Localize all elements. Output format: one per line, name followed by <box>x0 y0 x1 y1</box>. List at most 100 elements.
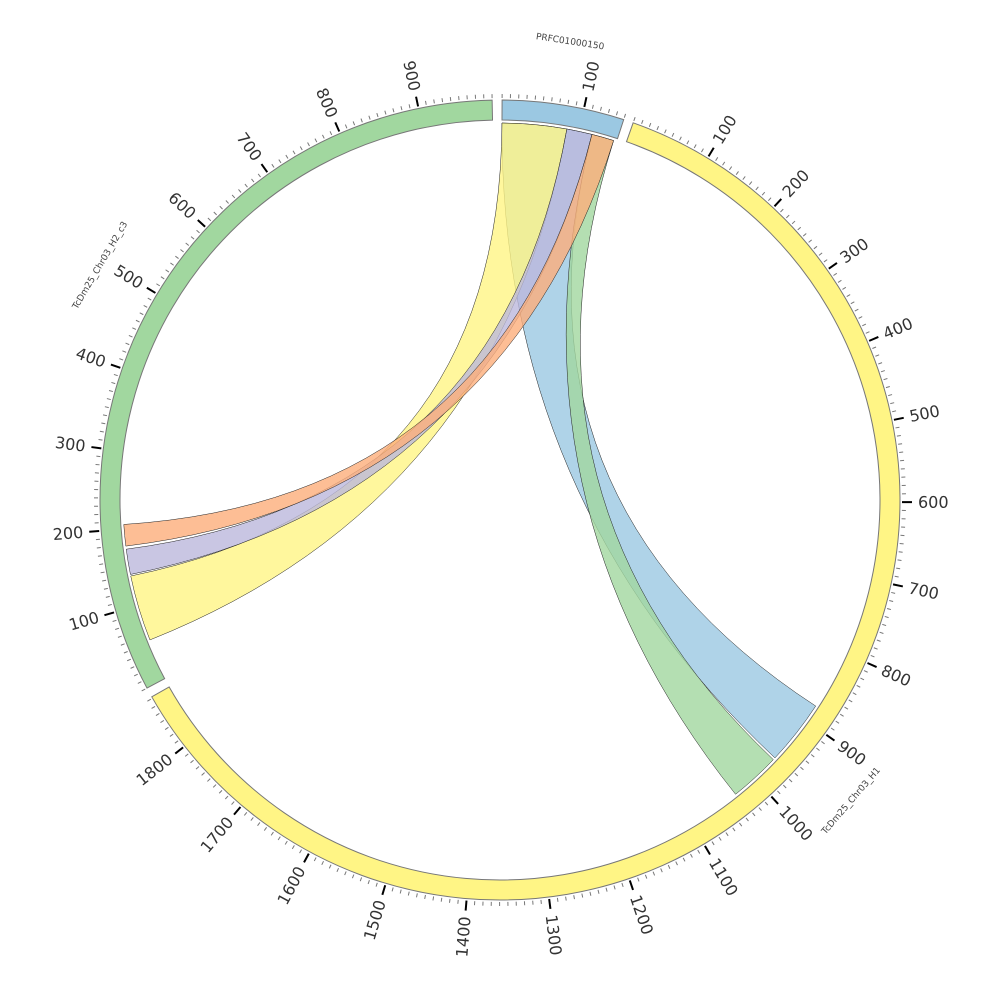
minor-tick <box>667 864 671 869</box>
minor-tick <box>257 173 261 178</box>
minor-tick <box>701 148 704 153</box>
minor-tick <box>648 122 652 127</box>
minor-tick <box>440 897 443 902</box>
minor-tick <box>837 279 842 283</box>
minor-tick <box>844 706 849 710</box>
segment-TcDm25_Chr03_H2_c3[interactable] <box>99 99 494 689</box>
minor-tick <box>873 647 878 650</box>
minor-tick <box>391 887 394 892</box>
minor-tick <box>359 877 363 882</box>
major-tick <box>892 583 904 588</box>
major-tick <box>770 795 779 805</box>
link-ribbon-4[interactable] <box>123 134 614 547</box>
minor-tick <box>213 211 217 216</box>
minor-tick <box>742 176 746 180</box>
minor-tick <box>207 217 212 222</box>
minor-tick <box>896 567 901 570</box>
minor-tick <box>344 124 348 129</box>
minor-tick <box>231 194 236 199</box>
minor-tick <box>111 381 116 385</box>
minor-tick <box>133 673 138 677</box>
minor-tick <box>615 111 619 116</box>
minor-tick <box>816 747 820 751</box>
minor-tick <box>126 658 132 662</box>
minor-tick <box>862 323 867 327</box>
minor-tick <box>830 727 835 731</box>
minor-tick <box>190 236 195 240</box>
segment-TcDm25_Chr03_H1[interactable] <box>151 122 901 901</box>
minor-tick <box>858 316 863 319</box>
minor-tick <box>739 822 743 827</box>
major-tick <box>303 853 310 863</box>
minor-tick <box>679 136 682 141</box>
major-tick <box>868 336 879 342</box>
minor-tick <box>891 591 896 594</box>
major-tick <box>381 884 387 896</box>
major-tick <box>197 219 206 228</box>
minor-tick <box>786 214 790 219</box>
segment-PRFC01000150[interactable] <box>501 99 625 140</box>
tick-label: 600 <box>165 188 200 223</box>
minor-tick <box>777 790 781 795</box>
tick-label: 1100 <box>705 855 742 900</box>
minor-tick <box>169 733 174 737</box>
minor-tick <box>433 99 435 104</box>
minor-tick <box>123 651 128 654</box>
minor-tick <box>375 882 378 887</box>
tick-label: 200 <box>778 166 813 201</box>
minor-tick <box>270 831 274 836</box>
minor-tick <box>185 242 190 246</box>
minor-tick <box>299 146 303 151</box>
minor-tick <box>184 753 189 757</box>
minor-tick <box>745 817 749 822</box>
minor-tick <box>106 398 111 401</box>
minor-tick <box>660 868 663 873</box>
minor-tick <box>151 705 156 709</box>
tick-label: 700 <box>233 129 266 165</box>
minor-tick <box>758 807 762 811</box>
minor-tick <box>156 283 161 287</box>
major-tick <box>174 746 184 755</box>
minor-tick <box>565 896 567 901</box>
minor-tick <box>671 132 675 137</box>
minor-tick <box>104 406 109 409</box>
segment-name-label: TcDm25_Chr03_H1 <box>820 766 883 838</box>
major-tick <box>89 530 100 533</box>
tick-label: 300 <box>54 433 87 456</box>
minor-tick <box>218 790 223 794</box>
minor-tick <box>860 677 865 681</box>
minor-tick <box>113 373 118 377</box>
minor-tick <box>432 896 435 901</box>
minor-tick <box>761 191 766 196</box>
minor-tick <box>872 346 877 349</box>
minor-tick <box>336 867 340 873</box>
major-tick <box>91 446 102 450</box>
minor-tick <box>174 740 179 744</box>
minor-tick <box>278 159 282 164</box>
minor-tick <box>839 713 844 717</box>
tick-label: 1500 <box>360 898 390 942</box>
minor-tick <box>835 720 840 724</box>
minor-tick <box>623 113 627 118</box>
minor-tick <box>407 891 410 896</box>
minor-tick <box>160 276 165 280</box>
minor-tick <box>143 304 148 308</box>
minor-tick <box>575 101 578 106</box>
minor-tick <box>813 245 818 250</box>
minor-tick <box>102 414 108 417</box>
minor-tick <box>846 294 851 297</box>
minor-tick <box>664 129 667 134</box>
minor-tick <box>797 226 802 231</box>
minor-tick <box>567 99 570 104</box>
minor-tick <box>644 874 648 879</box>
segment-name-label: PRFC01000150 <box>535 32 605 52</box>
minor-tick <box>686 140 690 145</box>
minor-tick <box>119 358 124 361</box>
minor-tick <box>725 832 729 837</box>
minor-tick <box>748 181 753 185</box>
link-ribbon-1[interactable] <box>130 122 568 641</box>
minor-tick <box>141 688 146 692</box>
minor-tick <box>641 119 644 124</box>
minor-tick <box>122 350 127 353</box>
